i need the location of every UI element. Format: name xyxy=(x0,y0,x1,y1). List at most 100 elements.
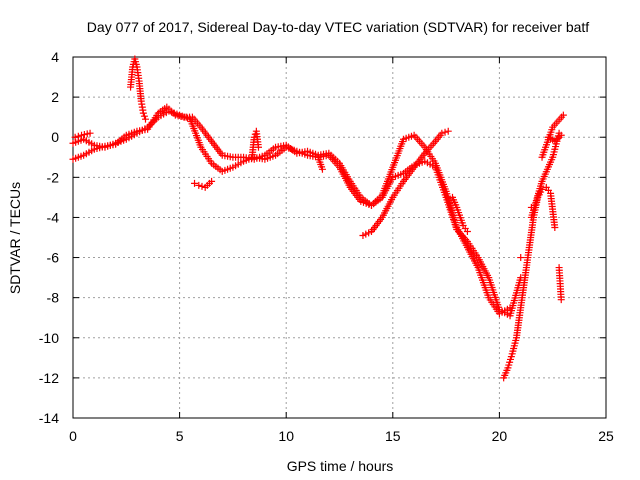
data-point-fill xyxy=(537,188,545,196)
data-point-fill xyxy=(140,112,148,120)
data-point-fill xyxy=(551,221,559,229)
data-point-fill xyxy=(548,126,556,134)
data-point xyxy=(191,179,199,187)
data-point-fill xyxy=(521,276,529,284)
data-point-fill xyxy=(473,261,481,269)
y-tick-label: 2 xyxy=(51,89,59,105)
data-point-fill xyxy=(409,165,417,173)
data-point-fill xyxy=(137,95,145,103)
data-point-fill xyxy=(74,132,82,140)
data-point-fill xyxy=(206,157,214,165)
data-point-fill xyxy=(548,156,556,164)
data-point-fill xyxy=(430,139,438,147)
data-point-fill xyxy=(503,366,511,374)
data-point-fill xyxy=(516,306,524,314)
data-point-fill xyxy=(237,159,245,167)
axis-ticks xyxy=(72,56,607,419)
data-point-fill xyxy=(269,145,277,153)
data-point-fill xyxy=(376,195,384,203)
data-series xyxy=(71,55,565,382)
data-point-fill xyxy=(558,113,566,121)
data-point xyxy=(444,127,452,135)
data-point-fill xyxy=(495,303,503,311)
data-point-fill xyxy=(195,121,203,129)
data-point-fill xyxy=(436,131,444,139)
data-point-fill xyxy=(462,236,470,244)
y-axis-label: SDTVAR / TECUs xyxy=(7,182,23,294)
data-point-fill xyxy=(458,219,466,227)
data-point-fill xyxy=(429,162,437,170)
data-point-fill xyxy=(555,133,563,141)
data-point-fill xyxy=(419,141,427,149)
y-tick-label: 4 xyxy=(51,49,59,65)
chart-title: Day 077 of 2017, Sidereal Day-to-day VTE… xyxy=(87,19,590,35)
data-point-fill xyxy=(216,166,224,174)
y-tick-label: -6 xyxy=(47,250,60,266)
data-point-fill xyxy=(461,224,469,232)
data-point-fill xyxy=(473,251,481,259)
x-tick-label: 0 xyxy=(69,428,77,444)
y-tick-labels: -14 -12 -10 -8 -6 -4 -2 0 2 4 xyxy=(39,49,59,426)
data-point-fill xyxy=(290,146,298,154)
x-tick-label: 10 xyxy=(278,428,294,444)
data-point-fill xyxy=(120,136,128,144)
data-point-fill xyxy=(135,74,143,82)
data-point-fill xyxy=(397,170,405,178)
data-point-fill xyxy=(525,246,533,254)
y-tick-label: -4 xyxy=(47,209,60,225)
x-tick-label: 20 xyxy=(492,428,508,444)
data-point-fill xyxy=(544,186,552,194)
data-point-fill xyxy=(205,179,213,187)
data-point-fill xyxy=(77,152,85,160)
data-point-fill xyxy=(533,196,541,204)
data-point-fill xyxy=(83,130,91,138)
data-point-fill xyxy=(503,310,511,318)
data-point-fill xyxy=(355,195,363,203)
x-tick-label: 25 xyxy=(598,428,614,444)
data-series xyxy=(69,107,563,320)
y-tick-label: -12 xyxy=(39,370,59,386)
data-point-fill xyxy=(132,60,140,68)
y-tick-label: -2 xyxy=(47,169,60,185)
data-point-fill xyxy=(269,152,277,160)
data-point-fill xyxy=(88,147,96,155)
data-point-fill xyxy=(557,293,565,301)
data-point-fill xyxy=(452,201,460,209)
data-point-fill xyxy=(196,141,204,149)
x-axis-label: GPS time / hours xyxy=(287,458,394,474)
data-point-fill xyxy=(430,157,438,165)
data-point-fill xyxy=(365,200,373,208)
plot-frame xyxy=(72,56,607,419)
data-point-fill xyxy=(88,140,96,148)
data-point-fill xyxy=(388,196,396,204)
data-point-fill xyxy=(529,216,537,224)
data-point-fill xyxy=(388,176,396,184)
data-point-fill xyxy=(345,181,353,189)
data-point-fill xyxy=(173,110,181,118)
data-point-fill xyxy=(377,215,385,223)
data-point-fill xyxy=(198,182,206,190)
data-point xyxy=(195,181,203,189)
data-point-fill xyxy=(399,138,407,146)
data-point-fill xyxy=(226,164,234,172)
data-point-fill xyxy=(441,191,449,199)
data-point-fill xyxy=(484,271,492,279)
data-point-fill xyxy=(280,145,288,153)
data-point-fill xyxy=(152,115,160,123)
data-point-fill xyxy=(130,131,138,139)
data-point-fill xyxy=(512,336,520,344)
grid-lines xyxy=(73,57,606,418)
y-tick-label: -8 xyxy=(47,290,60,306)
data-point xyxy=(71,133,79,141)
data-point-fill xyxy=(254,141,262,149)
data-point-fill xyxy=(206,135,214,143)
data-point-fill xyxy=(217,149,225,157)
data-point-fill xyxy=(419,151,427,159)
data-point-fill xyxy=(484,291,492,299)
y-tick-label: 0 xyxy=(51,129,59,145)
y-tick-label: -10 xyxy=(39,330,59,346)
data-point xyxy=(517,254,525,262)
data-point-fill xyxy=(301,150,309,158)
data-point-fill xyxy=(322,152,330,160)
